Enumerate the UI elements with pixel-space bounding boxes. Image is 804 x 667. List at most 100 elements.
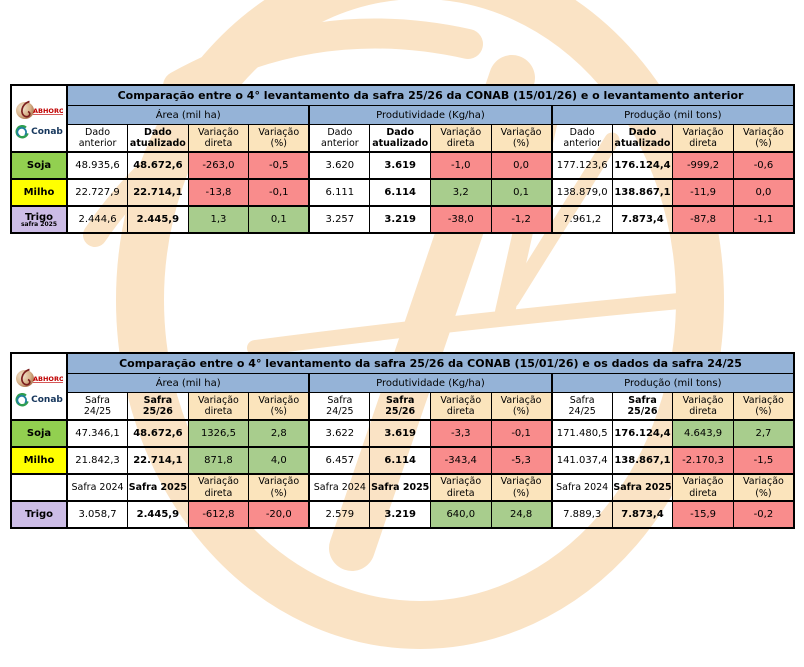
column-header: Dado atualizado [369,124,431,153]
subheader-line: Variação [198,476,239,488]
variation-cell: -15,9 [672,500,734,529]
variation-cell: 4.643,9 [672,419,734,448]
value-cell: 6.114 [369,178,431,207]
column-header-line: Safra [85,394,110,406]
variation-cell: 0,0 [732,178,795,207]
table-row: Trigo safra 2025 2.444,6 2.445,9 1,3 0,1 3.257… [10,205,795,234]
value-cell: 7.873,4 [611,205,674,234]
variation-cell: -11,9 [672,178,734,207]
column-header-line: direta [446,406,475,417]
column-header-line: 25/26 [627,406,658,417]
column-header: Safra 25/26 [127,392,189,421]
value-cell: 138.879,0 [550,178,613,207]
column-header: Variação direta [672,124,734,153]
column-header-line: (%) [512,138,530,149]
table-row: Trigo 3.058,7 2.445,9 -612,8 -20,0 2.579 3.219… [10,500,795,529]
column-header: Dado atualizado [127,124,189,153]
variation-cell: -0,5 [248,151,310,180]
column-header-line: Safra [327,394,353,406]
column-header: Variação (%) [248,124,310,153]
column-header-line: direta [204,406,233,417]
value-cell: 3.622 [308,419,371,448]
subheader-line: (%) [512,487,530,499]
variation-cell: -1,0 [429,151,492,180]
labhoro-logo-text: ABHORO [33,107,63,115]
row-label-empty [10,473,68,502]
conab-logo-text: Conab [31,395,63,405]
value-cell: 22.714,1 [127,446,189,475]
variation-cell: 4,0 [248,446,310,475]
variation-cell: 1326,5 [187,419,250,448]
variation-cell: -263,0 [187,151,250,180]
column-header-line: Dado [144,126,172,138]
column-header-line: Safra [569,394,595,406]
row-label-milho: Milho [10,446,68,475]
variation-cell: -3,3 [429,419,492,448]
column-header-line: Variação [440,394,482,406]
column-header-line: 24/25 [568,406,596,417]
column-header: Variação (%) [732,392,795,421]
variation-cell: 0,0 [490,151,553,180]
comparison-table-2: ABHORO Conab Comparação entre o 4° levanta… [10,352,795,529]
subheader-line: Safra 2025 [613,481,672,493]
column-header-line: Dado [569,126,595,138]
column-header-line: Safra [143,394,173,406]
subheader-cell: Variação direta [672,473,734,502]
value-cell: 7.961,2 [550,205,613,234]
subheader-line: Safra 2024 [556,481,609,493]
variation-cell: -0,1 [248,178,310,207]
variation-cell: 2,7 [732,419,795,448]
commodity-label: Milho [23,455,55,466]
conab-logo-text: Conab [31,127,63,137]
table-row: Soja 48.935,6 48.672,6 -263,0 -0,5 3.620 3.619… [10,151,795,180]
column-header-line: anterior [563,138,601,149]
column-header-line: Variação [198,126,239,138]
variation-cell: -13,8 [187,178,250,207]
labhoro-logo: ABHORO [15,99,65,122]
column-header-line: (%) [755,406,772,417]
commodity-label: Soja [26,160,52,171]
value-cell: 3.219 [369,205,431,234]
subheader-line: direta [204,487,233,499]
value-cell: 22.714,1 [127,178,189,207]
column-header: Variação direta [187,392,250,421]
row-label-trigo: Trigo [10,500,68,529]
column-header-line: direta [204,138,233,149]
variation-cell: 0,1 [490,178,553,207]
table-row: Milho 22.727,9 22.714,1 -13,8 -0,1 6.111 6.114… [10,178,795,207]
column-header-line: Dado [628,126,657,138]
column-header-line: Variação [682,394,724,406]
subheader-cell: Safra 2024 [550,473,613,502]
value-cell: 7.889,3 [550,500,613,529]
labhoro-egg-icon: ABHORO [16,368,65,387]
conab-swirl-icon [15,393,29,407]
subheader-cell: Safra 2025 [611,473,674,502]
table-title: Comparação entre o 4° levantamento da sa… [66,84,795,106]
subheader-line: Safra 2025 [128,481,187,493]
value-cell: 6.111 [308,178,371,207]
variation-cell: 0,1 [248,205,310,234]
column-header-line: Variação [743,394,784,406]
column-header-line: (%) [755,138,772,149]
column-header: Safra 24/25 [308,392,371,421]
logos-cell: ABHORO Conab [10,84,68,153]
value-cell: 2.444,6 [66,205,129,234]
column-header-line: Variação [743,126,784,138]
column-header-line: anterior [321,138,359,149]
variation-cell: -38,0 [429,205,492,234]
value-cell: 3.619 [369,151,431,180]
commodity-label: Trigo [24,211,54,223]
value-cell: 3.257 [308,205,371,234]
subheader-line: Safra 2024 [71,481,124,493]
column-header: Dado anterior [308,124,371,153]
column-header-line: 25/26 [385,406,416,417]
column-header-line: 24/25 [83,406,112,417]
row-label-soja: Soja [10,419,68,448]
variation-cell: 1,3 [187,205,250,234]
column-header-line: Variação [440,126,482,138]
column-header: Variação direta [429,392,492,421]
variation-cell: -1,1 [732,205,795,234]
group-header: Produção (mil tons) [550,105,795,125]
value-cell: 48.672,6 [127,151,189,180]
column-header-line: Variação [258,394,300,406]
